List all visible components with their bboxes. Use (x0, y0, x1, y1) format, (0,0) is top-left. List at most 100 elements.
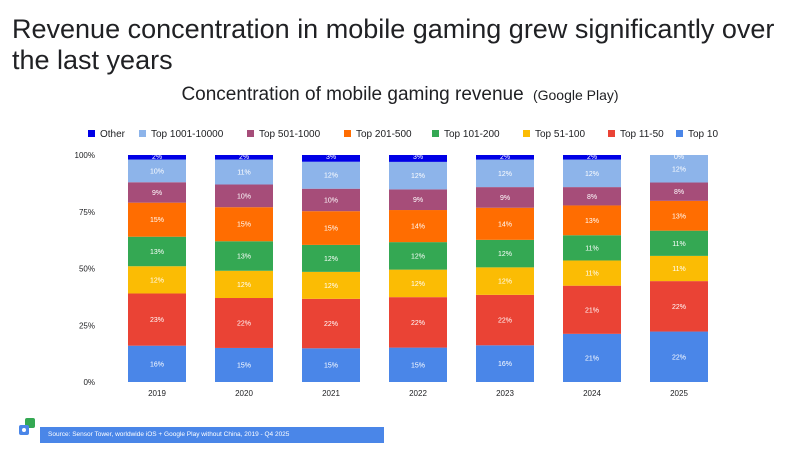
bar-top-1001-10000-2022 (389, 161, 447, 190)
legend-label-top-11-50: Top 11-50 (620, 129, 664, 140)
chart-title-main: Concentration of mobile gaming revenue (181, 84, 524, 105)
bar-value-label: 12% (411, 281, 425, 288)
bar-top-10-2024 (563, 333, 621, 382)
legend-label-top-51-100: Top 51-100 (535, 129, 585, 140)
legend-label-top-101-200: Top 101-200 (444, 129, 500, 140)
bar-value-label: 22% (411, 320, 425, 327)
bar-value-label: 11% (672, 241, 686, 248)
bar-value-label: 16% (498, 361, 512, 368)
y-tick-label: 50% (79, 265, 95, 274)
legend-label-other: Other (100, 129, 126, 140)
legend-swatch-other (88, 130, 95, 137)
x-tick-label: 2022 (409, 389, 427, 398)
bar-value-label: 12% (324, 283, 338, 290)
bar-top-101-200-2022 (389, 242, 447, 270)
bar-value-label: 15% (324, 226, 338, 233)
bar-top-101-200-2019 (128, 236, 186, 267)
bar-top-10-2022 (389, 347, 447, 382)
bar-value-label: 22% (672, 304, 686, 311)
y-tick-label: 0% (83, 378, 95, 387)
bar-top-1001-10000-2019 (128, 159, 186, 183)
bar-top-501-1000-2025 (650, 182, 708, 201)
y-axis: 0% 25% 50% 75% 100% (75, 151, 95, 387)
x-tick-label: 2019 (148, 389, 166, 398)
chart-legend: Other Top 1001-10000 Top 501-1000 Top 201-5… (88, 129, 718, 140)
x-axis: 2019 2020 2021 2022 2023 2024 2025 (148, 389, 688, 398)
bar-value-label: 3% (326, 154, 336, 161)
legend-swatch-top-201-500 (344, 130, 351, 137)
bar-value-label: 12% (150, 277, 164, 284)
stacked-bar-chart: Other Top 1001-10000 Top 501-1000 Top 201-5… (75, 129, 719, 398)
bar-other-2020 (215, 155, 273, 160)
bar-value-label: 12% (237, 282, 251, 289)
bar-top-10-2025 (650, 331, 708, 382)
bar-value-label: 12% (324, 256, 338, 263)
bar-top-201-500-2023 (476, 207, 534, 240)
bar-top-1001-10000-2024 (563, 159, 621, 188)
bar-value-label: 13% (672, 213, 686, 220)
bar-value-label: 15% (411, 362, 425, 369)
bar-value-label: 22% (498, 318, 512, 325)
bar-value-label: 22% (672, 354, 686, 361)
bar-top-501-1000-2024 (563, 187, 621, 206)
bar-other-2019 (128, 155, 186, 160)
bar-value-label: 11% (237, 170, 251, 177)
bar-top-1001-10000-2020 (215, 159, 273, 185)
chart-title: Concentration of mobile gaming revenue (… (0, 84, 800, 106)
bar-top-101-200-2025 (650, 230, 708, 256)
bar-value-label: 2% (500, 154, 510, 161)
bar-value-label: 15% (237, 362, 251, 369)
x-tick-label: 2021 (322, 389, 340, 398)
bar-top-1001-10000-2023 (476, 159, 534, 188)
bar-top-11-50-2021 (302, 298, 360, 349)
bar-top-10-2021 (302, 348, 360, 382)
bar-top-201-500-2022 (389, 210, 447, 243)
bar-top-51-100-2022 (389, 269, 447, 298)
bar-value-label: 8% (587, 194, 597, 201)
source-note: Source: Sensor Tower, worldwide iOS + Go… (40, 427, 384, 443)
bar-top-501-1000-2021 (302, 188, 360, 212)
bar-top-201-500-2025 (650, 200, 708, 231)
y-tick-label: 25% (79, 321, 95, 330)
bar-top-11-50-2024 (563, 285, 621, 334)
bar-value-label: 23% (150, 317, 164, 324)
bar-value-label: 12% (411, 173, 425, 180)
bar-top-101-200-2021 (302, 244, 360, 272)
x-tick-label: 2024 (583, 389, 601, 398)
bar-other-2024 (563, 155, 621, 160)
bar-value-label: 2% (152, 154, 162, 161)
bar-top-501-1000-2022 (389, 189, 447, 211)
bar-top-201-500-2019 (128, 202, 186, 237)
bar-other-2023 (476, 155, 534, 160)
page-headline: Revenue concentration in mobile gaming g… (12, 14, 775, 75)
legend-label-top-201-500: Top 201-500 (356, 129, 412, 140)
bar-value-label: 15% (150, 217, 164, 224)
bar-value-label: 14% (411, 224, 425, 231)
bar-top-101-200-2023 (476, 239, 534, 268)
bar-value-label: 22% (237, 320, 251, 327)
bar-value-label: 21% (585, 355, 599, 362)
y-tick-label: 100% (75, 151, 95, 160)
bar-value-label: 12% (585, 171, 599, 178)
bar-top-201-500-2021 (302, 211, 360, 245)
legend-swatch-top-501-1000 (247, 130, 254, 137)
bar-value-label: 13% (150, 249, 164, 256)
bar-other-2022 (389, 155, 447, 162)
bar-value-label: 10% (237, 193, 251, 200)
bar-value-label: 10% (150, 168, 164, 175)
bar-value-label: 11% (672, 266, 686, 273)
bar-value-label: 13% (237, 254, 251, 261)
bars-group: 16% 23% 12% 13% 15% 9% 10% 2% 15% 22% 12% 13% 15% 10%… (128, 154, 708, 382)
bar-value-label: 12% (498, 251, 512, 258)
bar-value-label: 22% (324, 321, 338, 328)
bar-value-label: 12% (324, 173, 338, 180)
bar-value-label: 9% (152, 190, 162, 197)
legend-label-top-10: Top 10 (688, 129, 718, 140)
bar-top-11-50-2025 (650, 281, 708, 332)
bar-top-1001-10000-2021 (302, 161, 360, 189)
bar-value-label: 9% (500, 195, 510, 202)
bar-top-101-200-2024 (563, 235, 621, 261)
bar-value-label: 2% (239, 154, 249, 161)
bar-value-label: 11% (585, 245, 599, 252)
bar-value-label: 13% (585, 218, 599, 225)
